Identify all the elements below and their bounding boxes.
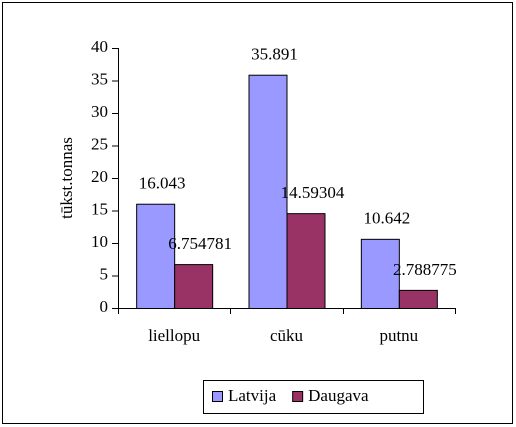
y-tick-label: 10 — [91, 232, 108, 251]
data-label: 10.642 — [363, 209, 410, 228]
bar — [174, 264, 214, 310]
y-axis-label: tūkst.tonnas — [57, 137, 76, 219]
legend-swatch — [292, 391, 304, 402]
y-tick-label: 15 — [91, 199, 108, 218]
legend-label: Latvija — [228, 386, 277, 405]
bar — [398, 289, 438, 309]
y-tick-label: 20 — [91, 167, 108, 186]
legend-swatch — [212, 391, 223, 402]
data-label: 35.891 — [251, 45, 298, 64]
x-tick-label: liellopu — [148, 326, 200, 345]
data-label: 6.754781 — [168, 234, 232, 253]
data-label: 16.043 — [139, 174, 186, 193]
y-tick-label: 0 — [100, 297, 109, 316]
data-label: 14.59304 — [281, 183, 345, 202]
y-tick-label: 25 — [91, 134, 108, 153]
x-tick-label: cūku — [270, 326, 304, 345]
y-tick-label: 35 — [91, 69, 108, 88]
data-label: 2.788775 — [393, 260, 457, 279]
legend-label: Daugava — [308, 386, 369, 405]
bar — [136, 203, 176, 310]
bar — [286, 213, 326, 309]
legend-box — [203, 380, 424, 414]
x-tick-label: putnu — [379, 326, 418, 345]
y-tick-label: 5 — [100, 264, 109, 283]
y-tick-label: 40 — [91, 37, 108, 56]
y-tick-label: 30 — [91, 102, 108, 121]
